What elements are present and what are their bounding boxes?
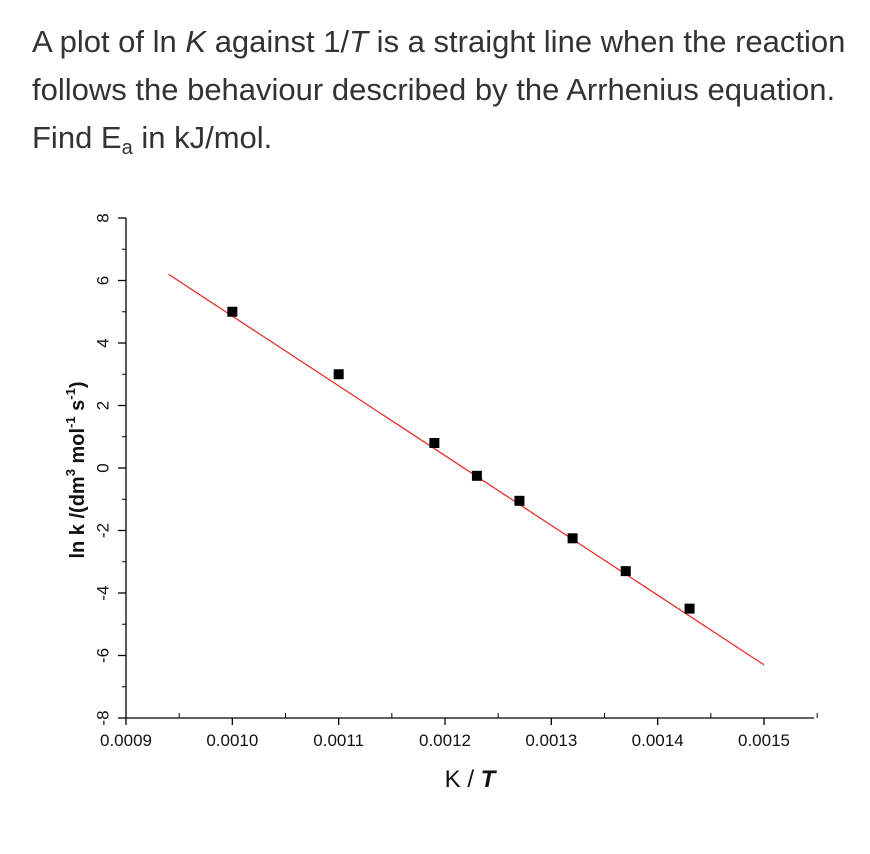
data-point [333,369,344,380]
x-tick-label: 0.0015 [738,731,790,750]
x-axis-label: K / T [445,766,498,793]
data-point [227,306,238,317]
fit-line [168,273,765,666]
y-tick-label: -8 [93,710,112,725]
k-symbol: K [185,24,207,59]
y-tick-label: -6 [93,648,112,663]
y-tick-label: 8 [93,213,112,222]
data-point [684,603,695,614]
y-tick-label: 6 [93,276,112,285]
question-part2: against 1/ [206,24,350,59]
data-points [227,306,695,614]
data-point [471,470,482,481]
x-tick-label: 0.0014 [632,731,684,750]
question-part3: is a straight line when the reaction fol… [32,24,846,155]
y-tick-label: -4 [93,585,112,600]
x-tick-label: 0.0013 [525,731,577,750]
y-axis-label: ln k /(dm3 mol-1 s-1) [63,381,89,558]
arrhenius-plot: 0.0009 0.0010 0.0011 0.0012 0.0013 0.0014 0.00… [63,213,818,793]
question-part1: A plot of ln [32,24,186,59]
question-part4: in kJ/mol. [132,120,273,155]
x-tick-label: 0.0012 [419,731,471,750]
y-tick-label: 4 [93,338,112,347]
y-tick-label: 0 [93,463,112,472]
x-tick-label: 0.0010 [206,731,258,750]
x-tick-label: 0.0009 [100,731,152,750]
question-text: A plot of ln K against 1/T is a straight… [32,18,852,162]
fit-line-group [168,273,765,666]
tick-labels: 0.0009 0.0010 0.0011 0.0012 0.0013 0.0014 0.00… [93,213,790,750]
plot-axes [118,217,818,725]
x-tick-label: 0.0011 [313,731,364,750]
data-point [514,495,525,506]
data-point [620,566,631,577]
ea-subscript: a [121,137,133,159]
data-point [429,438,440,448]
data-point [567,533,578,544]
t-symbol: T [349,24,369,59]
y-tick-label: -2 [93,523,112,538]
y-tick-label: 2 [93,401,112,410]
